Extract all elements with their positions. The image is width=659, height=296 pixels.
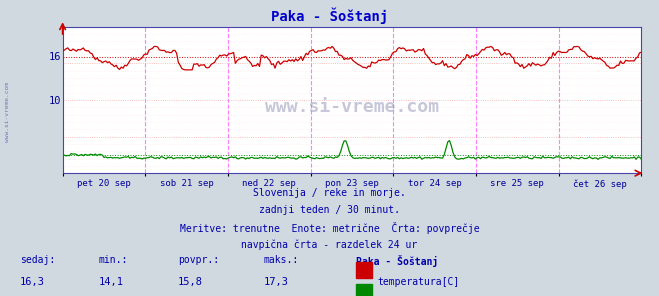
Text: navpična črta - razdelek 24 ur: navpična črta - razdelek 24 ur — [241, 239, 418, 250]
Text: 15,8: 15,8 — [178, 277, 203, 287]
Text: zadnji teden / 30 minut.: zadnji teden / 30 minut. — [259, 205, 400, 215]
Text: Slovenija / reke in morje.: Slovenija / reke in morje. — [253, 188, 406, 198]
Text: temperatura[C]: temperatura[C] — [377, 277, 459, 287]
Text: www.si-vreme.com: www.si-vreme.com — [265, 98, 439, 116]
Text: sre 25 sep: sre 25 sep — [490, 179, 544, 188]
Text: Meritve: trenutne  Enote: metrične  Črta: povprečje: Meritve: trenutne Enote: metrične Črta: … — [180, 222, 479, 234]
Text: 17,3: 17,3 — [264, 277, 289, 287]
Text: pet 20 sep: pet 20 sep — [77, 179, 130, 188]
Text: maks.:: maks.: — [264, 255, 299, 265]
Text: 14,1: 14,1 — [99, 277, 124, 287]
Text: Paka - Šoštanj: Paka - Šoštanj — [271, 7, 388, 24]
Text: čet 26 sep: čet 26 sep — [573, 179, 627, 189]
Text: sob 21 sep: sob 21 sep — [159, 179, 214, 188]
Text: ned 22 sep: ned 22 sep — [243, 179, 296, 188]
Text: povpr.:: povpr.: — [178, 255, 219, 265]
Text: pon 23 sep: pon 23 sep — [325, 179, 379, 188]
Text: min.:: min.: — [99, 255, 129, 265]
Text: Paka - Šoštanj: Paka - Šoštanj — [356, 255, 438, 267]
Text: sedaj:: sedaj: — [20, 255, 55, 265]
Text: tor 24 sep: tor 24 sep — [408, 179, 461, 188]
Text: www.si-vreme.com: www.si-vreme.com — [5, 83, 11, 142]
Text: 16,3: 16,3 — [20, 277, 45, 287]
